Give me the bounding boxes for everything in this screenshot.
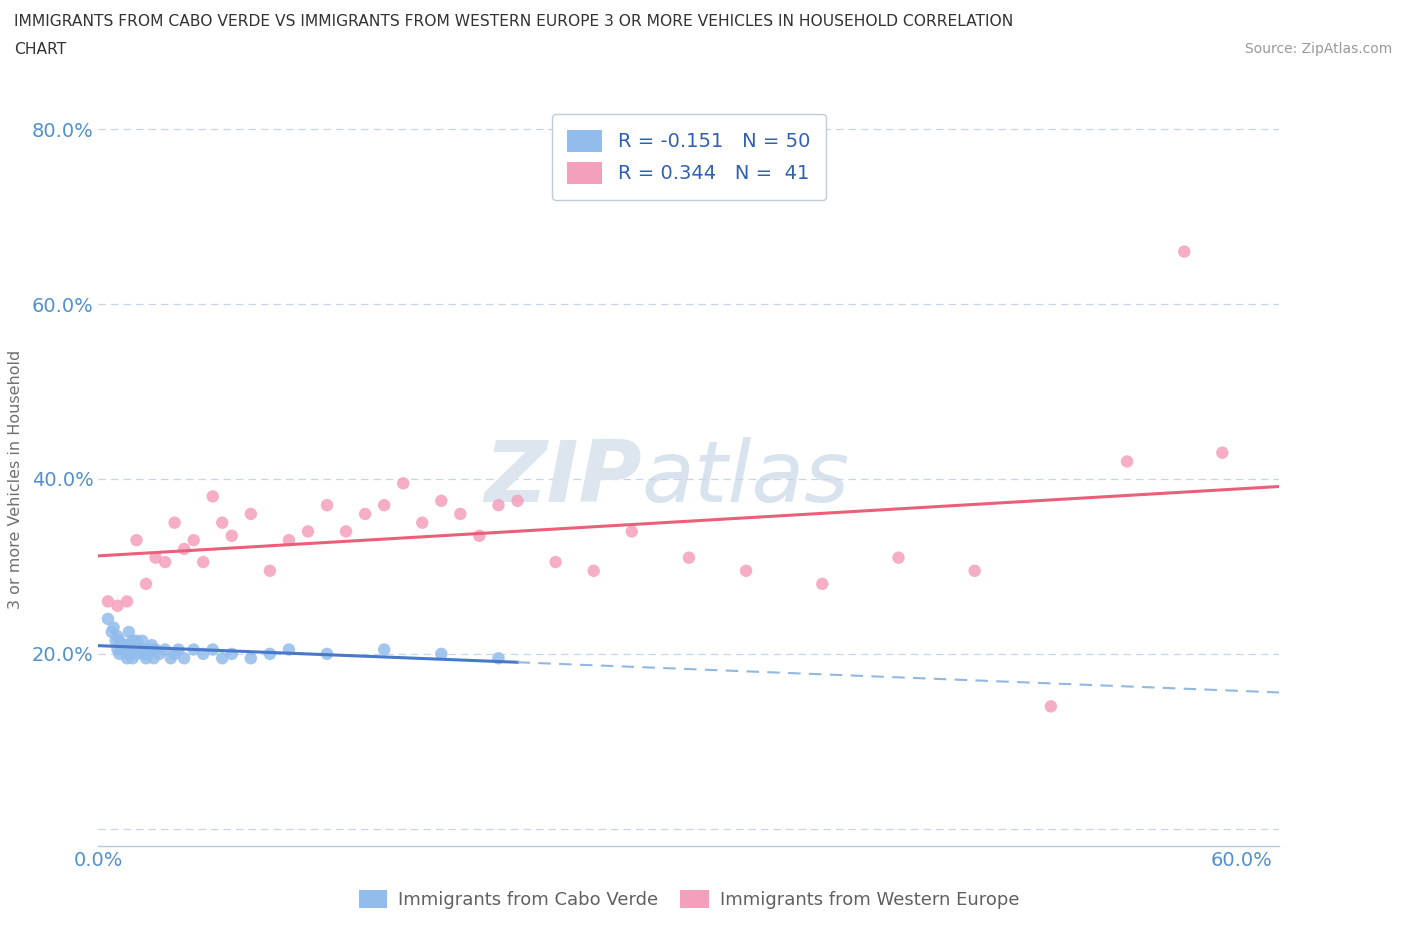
Point — [887, 551, 910, 565]
Point — [121, 651, 143, 666]
Point — [163, 515, 186, 530]
Point — [259, 646, 281, 661]
Point — [392, 476, 415, 491]
Point — [620, 524, 643, 538]
Point — [1211, 445, 1233, 460]
Point — [297, 524, 319, 538]
Point — [1173, 244, 1195, 259]
Point — [115, 594, 138, 609]
Point — [201, 642, 224, 657]
Point — [811, 577, 834, 591]
Point — [127, 638, 149, 653]
Point — [141, 638, 163, 653]
Point — [488, 651, 510, 666]
Point — [136, 646, 159, 661]
Point — [373, 498, 395, 512]
Point — [107, 629, 129, 644]
Text: ZIP: ZIP — [484, 437, 641, 521]
Point — [411, 515, 433, 530]
Point — [97, 594, 120, 609]
Point — [183, 533, 205, 548]
Point — [193, 646, 215, 661]
Point — [118, 625, 141, 640]
Point — [103, 620, 125, 635]
Point — [124, 642, 146, 657]
Point — [1039, 699, 1062, 714]
Point — [118, 646, 141, 661]
Point — [107, 598, 129, 613]
Point — [97, 611, 120, 626]
Point — [582, 564, 605, 578]
Point — [131, 633, 153, 648]
Point — [430, 494, 453, 509]
Point — [430, 646, 453, 661]
Point — [108, 633, 131, 648]
Point — [135, 577, 157, 591]
Point — [373, 642, 395, 657]
Legend: R = -0.151   N = 50, R = 0.344   N =  41: R = -0.151 N = 50, R = 0.344 N = 41 — [553, 114, 825, 200]
Point — [259, 564, 281, 578]
Point — [159, 651, 181, 666]
Point — [193, 554, 215, 569]
Point — [125, 533, 148, 548]
Point — [201, 489, 224, 504]
Point — [183, 642, 205, 657]
Point — [316, 498, 339, 512]
Legend: Immigrants from Cabo Verde, Immigrants from Western Europe: Immigrants from Cabo Verde, Immigrants f… — [352, 883, 1026, 916]
Point — [129, 642, 152, 657]
Point — [100, 625, 122, 640]
Point — [142, 651, 165, 666]
Point — [544, 554, 567, 569]
Point — [112, 642, 135, 657]
Point — [678, 551, 700, 565]
Point — [139, 642, 162, 657]
Point — [354, 507, 377, 522]
Point — [125, 646, 148, 661]
Point — [277, 533, 299, 548]
Point — [163, 646, 186, 661]
Point — [211, 651, 233, 666]
Point — [173, 651, 195, 666]
Point — [153, 642, 176, 657]
Text: IMMIGRANTS FROM CABO VERDE VS IMMIGRANTS FROM WESTERN EUROPE 3 OR MORE VEHICLES : IMMIGRANTS FROM CABO VERDE VS IMMIGRANTS… — [14, 14, 1014, 29]
Point — [316, 646, 339, 661]
Point — [239, 507, 262, 522]
Point — [115, 651, 138, 666]
Point — [145, 642, 167, 657]
Point — [115, 638, 138, 653]
Point — [107, 642, 129, 657]
Point — [145, 551, 167, 565]
Text: CHART: CHART — [14, 42, 66, 57]
Point — [239, 651, 262, 666]
Point — [449, 507, 471, 522]
Point — [211, 515, 233, 530]
Point — [506, 494, 529, 509]
Point — [277, 642, 299, 657]
Text: atlas: atlas — [641, 437, 849, 521]
Point — [167, 642, 190, 657]
Point — [134, 646, 156, 661]
Point — [173, 541, 195, 556]
Point — [221, 528, 243, 543]
Point — [108, 646, 131, 661]
Point — [104, 633, 127, 648]
Point — [121, 633, 143, 648]
Point — [153, 554, 176, 569]
Point — [135, 642, 157, 657]
Point — [488, 498, 510, 512]
Point — [120, 638, 142, 653]
Point — [1116, 454, 1139, 469]
Point — [963, 564, 986, 578]
Point — [468, 528, 491, 543]
Point — [221, 646, 243, 661]
Point — [135, 651, 157, 666]
Point — [335, 524, 357, 538]
Point — [125, 633, 148, 648]
Point — [148, 646, 170, 661]
Point — [110, 638, 132, 653]
Point — [735, 564, 758, 578]
Text: Source: ZipAtlas.com: Source: ZipAtlas.com — [1244, 42, 1392, 56]
Y-axis label: 3 or more Vehicles in Household: 3 or more Vehicles in Household — [8, 350, 24, 608]
Point — [114, 638, 136, 653]
